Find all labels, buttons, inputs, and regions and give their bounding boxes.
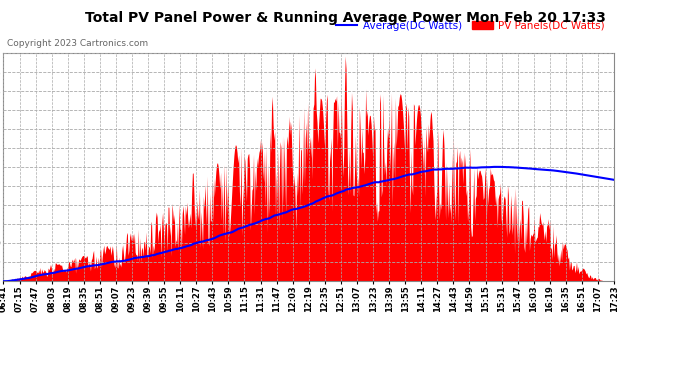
Legend: Average(DC Watts), PV Panels(DC Watts): Average(DC Watts), PV Panels(DC Watts) bbox=[333, 16, 609, 35]
Text: Copyright 2023 Cartronics.com: Copyright 2023 Cartronics.com bbox=[7, 39, 148, 48]
Text: Total PV Panel Power & Running Average Power Mon Feb 20 17:33: Total PV Panel Power & Running Average P… bbox=[85, 11, 605, 25]
